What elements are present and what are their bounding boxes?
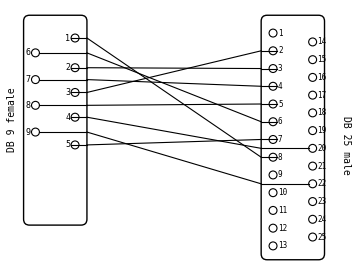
Text: 9: 9 [25,128,30,137]
Text: 20: 20 [318,144,327,153]
Text: 7: 7 [25,75,30,84]
Text: 6: 6 [25,48,30,57]
Text: 24: 24 [318,215,327,224]
Text: 21: 21 [318,162,327,170]
Text: 7: 7 [278,135,282,144]
Text: 22: 22 [318,179,327,188]
Text: 25: 25 [318,233,327,241]
Text: 16: 16 [318,73,327,82]
Text: 17: 17 [318,91,327,100]
Text: 19: 19 [318,126,327,135]
Text: 5: 5 [278,100,282,109]
Text: 9: 9 [278,170,282,180]
Text: 3: 3 [278,64,282,73]
Text: DB 25 male: DB 25 male [341,116,351,174]
Text: 15: 15 [318,55,327,64]
Text: 23: 23 [318,197,327,206]
Text: 13: 13 [278,241,287,251]
Text: 8: 8 [25,101,30,110]
Text: 3: 3 [65,88,70,97]
Text: 4: 4 [278,82,282,91]
Text: 8: 8 [278,153,282,162]
Text: 11: 11 [278,206,287,215]
Text: 6: 6 [278,117,282,126]
Text: DB 9 female: DB 9 female [7,88,17,153]
Text: 18: 18 [318,108,327,117]
Text: 2: 2 [65,63,70,72]
Text: 1: 1 [278,29,282,38]
Text: 12: 12 [278,224,287,233]
Text: 14: 14 [318,37,327,46]
Text: 1: 1 [65,34,70,43]
Text: 2: 2 [278,46,282,55]
Text: 10: 10 [278,188,287,197]
Text: 4: 4 [65,113,70,122]
Text: 5: 5 [65,141,70,149]
